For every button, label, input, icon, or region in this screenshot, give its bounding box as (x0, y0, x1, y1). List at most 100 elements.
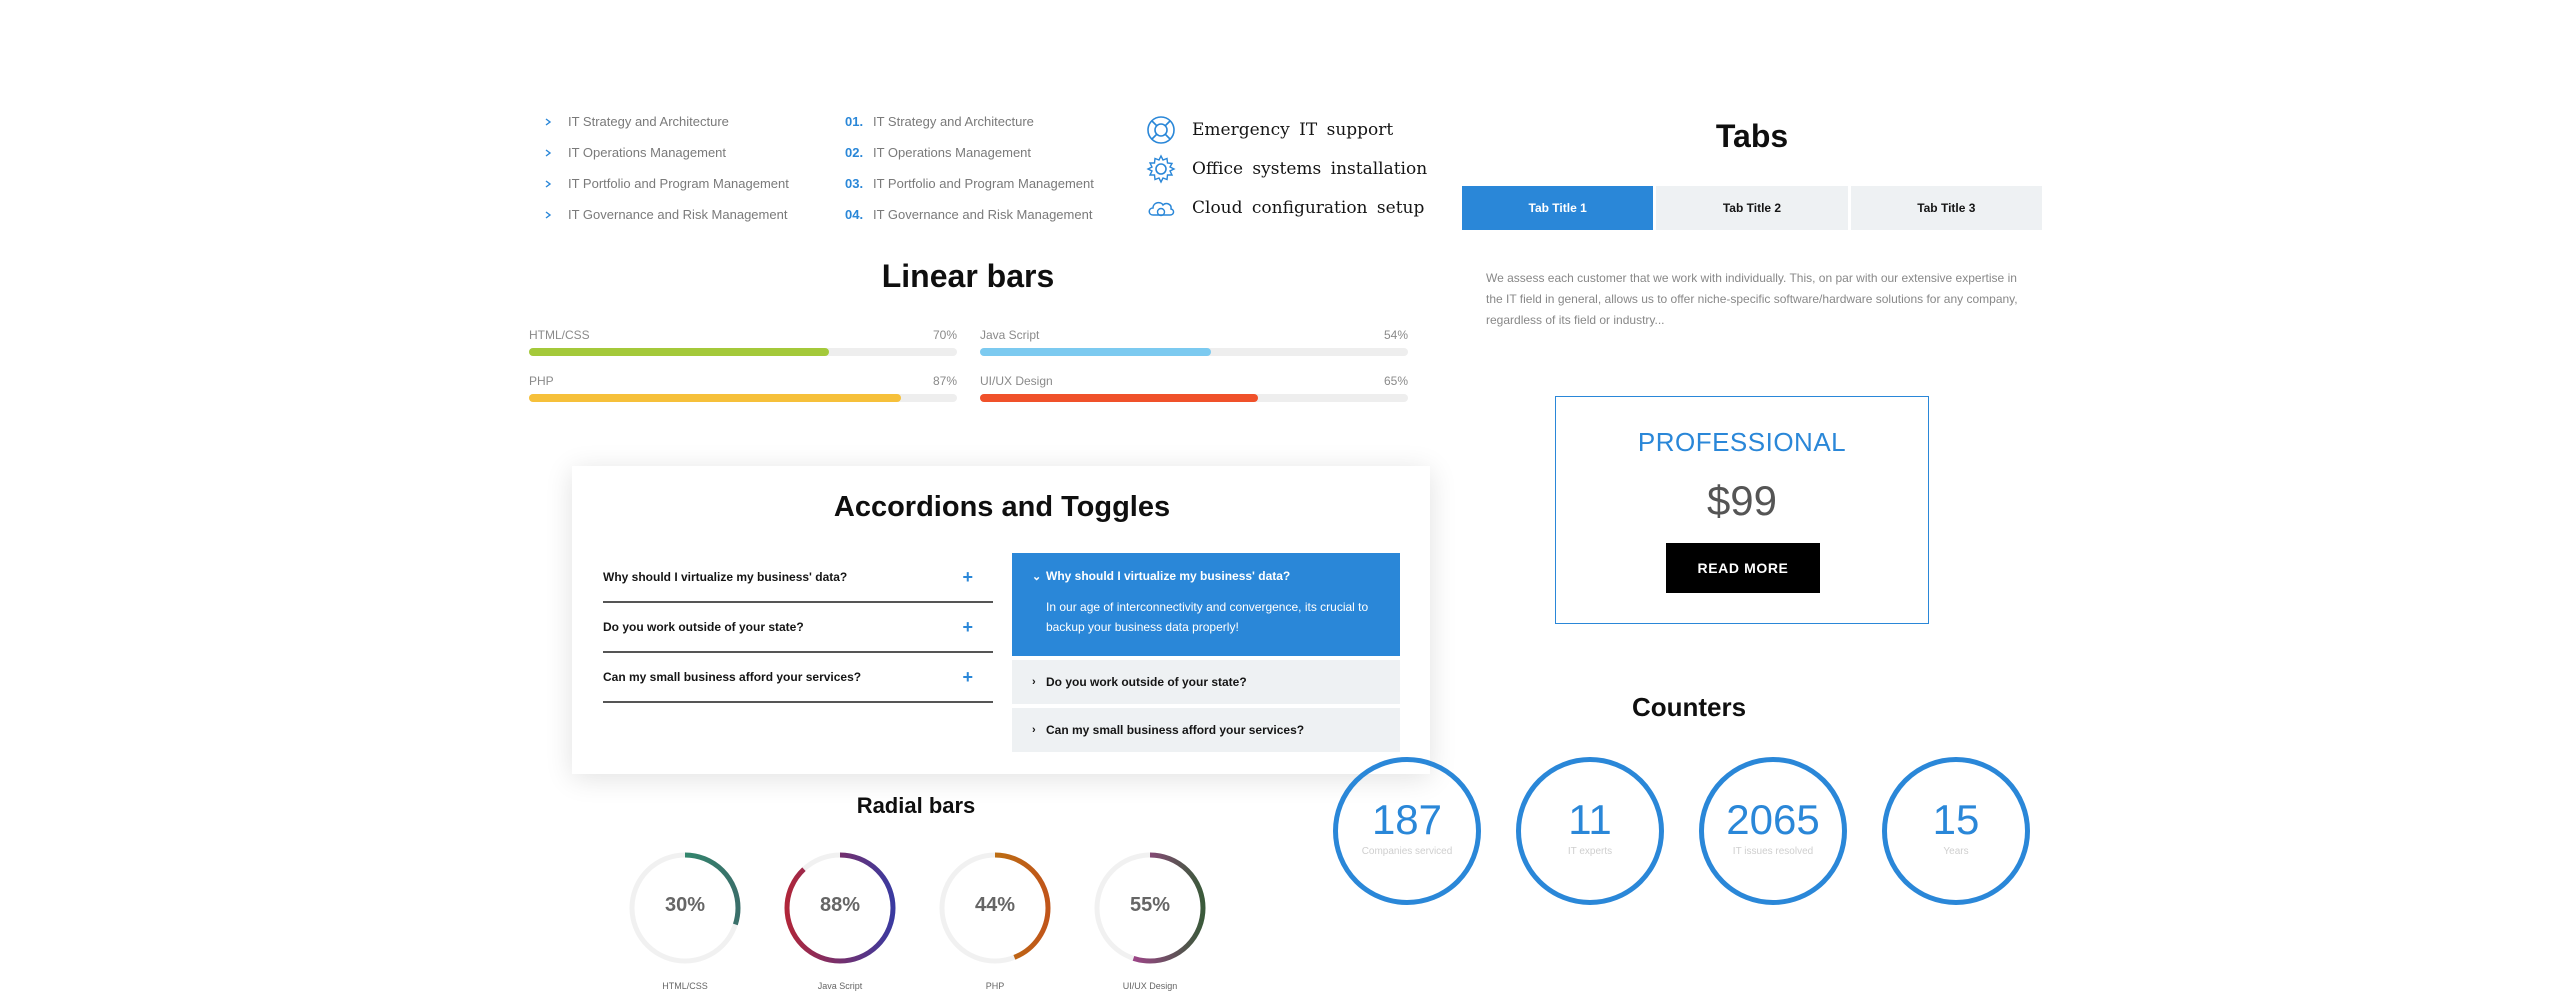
bar-label: PHP (529, 374, 554, 388)
radial-bar: 44% (937, 850, 1053, 966)
counter: 2065 IT issues resolved (1699, 757, 1847, 905)
chevron-right-icon: › (1032, 676, 1036, 688)
counter-value: 2065 (1726, 796, 1820, 843)
bar-percent: 70% (932, 328, 957, 342)
list-item-label: IT Operations Management (873, 145, 1032, 160)
radial-arc (939, 852, 1051, 964)
toggle-answer: In our age of interconnectivity and conv… (1046, 600, 1369, 634)
plus-icon[interactable]: + (962, 566, 973, 587)
chevron-right-icon (540, 176, 568, 191)
accordion-item[interactable]: Do you work outside of your state? + (603, 603, 993, 653)
bar-label: Java Script (980, 328, 1040, 342)
tab-title-1[interactable]: Tab Title 1 (1462, 186, 1654, 230)
toggle: ⌄ Why should I virtualize my business' da… (1012, 553, 1400, 752)
cloud-gear-icon (1146, 193, 1176, 223)
counter-value: 187 (1371, 796, 1443, 843)
list-item-label: IT Portfolio and Program Management (568, 176, 789, 191)
chevron-right-icon: › (1032, 724, 1036, 736)
plus-icon[interactable]: + (962, 666, 973, 687)
radial-bar: 30% (627, 850, 743, 966)
radial-arc (1094, 852, 1206, 964)
toggle-item[interactable]: › Do you work outside of your state? (1012, 660, 1400, 704)
accordion-item[interactable]: Can my small business afford your servic… (603, 653, 993, 703)
radial-label: HTML/CSS (662, 981, 708, 991)
bar-percent: 65% (1383, 374, 1408, 388)
tab-bar: Tab Title 1 Tab Title 2 Tab Title 3 (1462, 186, 2042, 230)
radial-bars-heading: Radial bars (856, 793, 976, 818)
bar-fill (529, 348, 829, 356)
list-item: 04. IT Governance and Risk Management (845, 199, 1094, 230)
lifebuoy-icon (1146, 115, 1176, 145)
list-item: 02. IT Operations Management (845, 137, 1094, 168)
radial-value: 55% (1129, 894, 1171, 916)
list-item: IT Operations Management (540, 137, 789, 168)
list-item: IT Strategy and Architecture (540, 106, 789, 137)
list-item-label: Office systems installation (1192, 158, 1428, 179)
radial-label: Java Script (817, 981, 863, 991)
chevron-right-icon (540, 207, 568, 222)
icon-list: Emergency IT support Office systems inst… (1146, 110, 1427, 227)
counter: 15 Years (1882, 757, 2030, 905)
accordions-heading: Accordions and Toggles (833, 491, 1171, 523)
counter: 187 Companies serviced (1333, 757, 1481, 905)
list-item-label: IT Governance and Risk Management (568, 207, 788, 222)
chevron-down-icon: ⌄ (1032, 570, 1042, 583)
linear-bar: HTML/CSS 70% (529, 328, 957, 356)
list-item: Cloud configuration setup (1146, 188, 1427, 227)
list-item-label: IT Operations Management (568, 145, 727, 160)
radial-arc (784, 852, 896, 964)
toggle-question-text: Why should I virtualize my business' dat… (1046, 569, 1291, 583)
bar-fill (980, 348, 1212, 356)
accordion-item[interactable]: Why should I virtualize my business' dat… (603, 553, 993, 603)
chevron-list: IT Strategy and Architecture IT Operatio… (540, 106, 789, 230)
counter-label: IT issues resolved (1732, 846, 1814, 857)
radial-label: PHP (985, 981, 1005, 991)
radial-label: UI/UX Design (1122, 981, 1178, 991)
counter-label: Companies serviced (1361, 846, 1453, 857)
bar-track (529, 348, 957, 356)
counter-label: IT experts (1567, 846, 1613, 857)
radial-value: 88% (819, 894, 861, 916)
pricing-price: $99 (1706, 477, 1778, 524)
tab-content: We assess each customer that we work wit… (1486, 271, 2018, 327)
tab-title-2[interactable]: Tab Title 2 (1656, 186, 1848, 230)
tabs-heading: Tabs (1715, 118, 1789, 154)
list-number: 02. (845, 145, 864, 160)
toggle-item[interactable]: › Can my small business afford your servi… (1012, 708, 1400, 752)
list-item: 01. IT Strategy and Architecture (845, 106, 1094, 137)
list-item-label: Cloud configuration setup (1192, 197, 1425, 218)
radial-value: 44% (974, 894, 1016, 916)
list-item: Emergency IT support (1146, 110, 1427, 149)
chevron-right-icon (540, 114, 568, 129)
bar-track (980, 394, 1408, 402)
counter-value: 15 (1932, 796, 1980, 843)
tab-title-3[interactable]: Tab Title 3 (1850, 186, 2042, 230)
linear-bar: UI/UX Design 65% (980, 374, 1408, 402)
list-number: 01. (845, 114, 864, 129)
list-item-label: IT Portfolio and Program Management (873, 176, 1094, 191)
bar-fill (529, 394, 902, 402)
toggle-item-open[interactable]: ⌄ Why should I virtualize my business' da… (1012, 553, 1400, 656)
plus-icon[interactable]: + (962, 616, 973, 637)
bar-percent: 54% (1383, 328, 1408, 342)
list-item: 03. IT Portfolio and Program Management (845, 168, 1094, 199)
gear-icon (1146, 153, 1176, 184)
counter-value: 11 (1568, 796, 1612, 843)
bar-label: HTML/CSS (529, 328, 590, 342)
list-item-label: IT Governance and Risk Management (873, 207, 1093, 222)
linear-bar: Java Script 54% (980, 328, 1408, 356)
radial-value: 30% (664, 894, 706, 916)
counters-heading: Counters (1631, 692, 1747, 722)
pricing-card: PROFESSIONAL $99 READ MORE (1555, 396, 1929, 624)
read-more-button[interactable]: READ MORE (1666, 543, 1820, 593)
numbered-list: 01. IT Strategy and Architecture 02. IT Op… (845, 106, 1094, 230)
counter: 11 IT experts (1516, 757, 1664, 905)
bar-track (980, 348, 1408, 356)
list-item: Office systems installation (1146, 149, 1427, 188)
counter-label: Years (1943, 846, 1969, 857)
pricing-title: PROFESSIONAL (1637, 427, 1847, 457)
accordion: Why should I virtualize my business' dat… (603, 553, 993, 703)
toggle-question[interactable]: ⌄ Why should I virtualize my business' da… (1032, 569, 1380, 583)
toggle-question-text: Can my small business afford your servic… (1046, 723, 1305, 737)
chevron-right-icon (540, 145, 568, 160)
